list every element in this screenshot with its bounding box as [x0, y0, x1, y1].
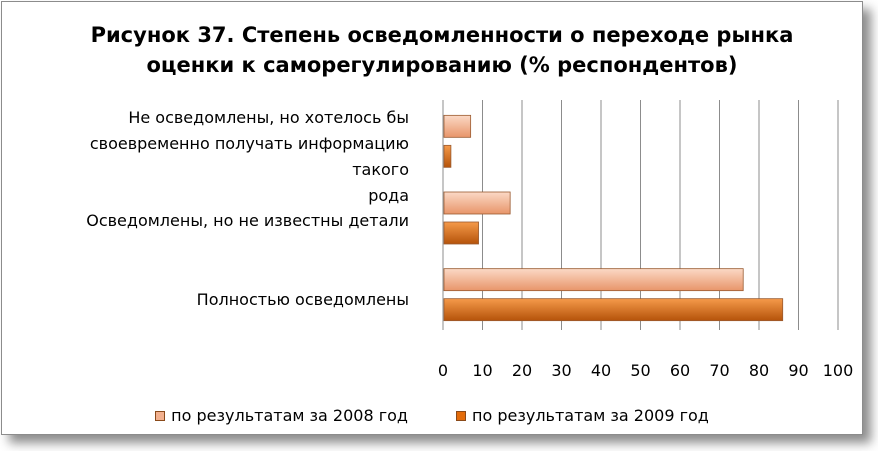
legend: по результатам за 2008 год по результатам… — [2, 406, 862, 425]
legend-label: по результатам за 2008 год — [171, 406, 408, 425]
x-tick-label: 30 — [551, 361, 571, 380]
x-tick-label: 80 — [749, 361, 769, 380]
bar-plot: 0 10 20 30 40 50 60 70 80 90 100 — [438, 100, 854, 380]
category-label: Не осведомлены, но хотелось бы своевремен… — [29, 105, 409, 209]
bar — [443, 144, 452, 168]
bar — [443, 268, 744, 292]
legend-item: по результатам за 2008 год — [155, 406, 408, 425]
x-tick-label: 60 — [670, 361, 690, 380]
category-label-line: Полностью осведомлены — [196, 290, 409, 309]
x-tick-label: 100 — [823, 361, 854, 380]
x-tick-label: 20 — [512, 361, 532, 380]
legend-label: по результатам за 2009 год — [472, 406, 709, 425]
category-label-line: Осведомлены, но не известны детали — [86, 211, 409, 230]
bar — [443, 191, 511, 215]
x-tick-label: 10 — [472, 361, 492, 380]
x-tick-label: 40 — [591, 361, 611, 380]
chart-frame: Рисунок 37. Степень осведомленности о пе… — [1, 1, 863, 435]
x-tick-label: 0 — [438, 361, 448, 380]
category-label: Полностью осведомлены — [29, 287, 409, 313]
x-tick-label: 90 — [788, 361, 808, 380]
legend-swatch — [456, 410, 466, 421]
category-label: Осведомлены, но не известны детали — [29, 208, 409, 234]
bar — [443, 114, 472, 138]
legend-item: по результатам за 2009 год — [456, 406, 709, 425]
chart-title-line-1: Рисунок 37. Степень осведомленности о пе… — [90, 23, 794, 47]
category-label-line: своевременно получать информацию такого — [89, 134, 409, 179]
category-label-line: Не осведомлены, но хотелось бы — [128, 108, 409, 127]
x-tick-label: 50 — [630, 361, 650, 380]
legend-swatch — [155, 410, 166, 421]
bar — [443, 298, 784, 322]
bar — [443, 221, 479, 245]
x-tick-label: 70 — [709, 361, 729, 380]
category-label-line: рода — [368, 186, 409, 205]
chart-title-line-2: оценки к саморегулированию (% респондент… — [146, 53, 738, 77]
chart-title: Рисунок 37. Степень осведомленности о пе… — [2, 20, 878, 80]
